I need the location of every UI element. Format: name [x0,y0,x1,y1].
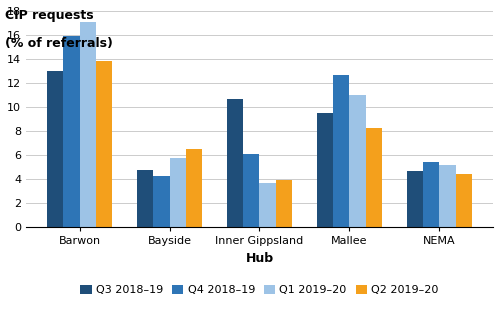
Bar [137,170,154,227]
Bar [186,149,202,227]
Bar [260,183,276,227]
Bar [456,174,472,227]
Bar [407,171,423,227]
Bar [276,180,292,227]
Bar [64,36,80,227]
Bar [423,163,440,227]
Bar [80,22,96,227]
Bar [317,113,334,227]
Bar [334,75,349,227]
Bar [244,154,260,227]
Text: CIP requests: CIP requests [5,9,94,22]
Bar [366,128,382,227]
Bar [440,165,456,227]
Bar [154,176,170,227]
Text: (% of referrals): (% of referrals) [5,37,113,51]
X-axis label: Hub: Hub [246,252,274,265]
Bar [227,99,244,227]
Bar [47,71,64,227]
Legend: Q3 2018–19, Q4 2018–19, Q1 2019–20, Q2 2019–20: Q3 2018–19, Q4 2018–19, Q1 2019–20, Q2 2… [76,280,443,300]
Bar [350,95,366,227]
Bar [170,158,186,227]
Bar [96,61,112,227]
